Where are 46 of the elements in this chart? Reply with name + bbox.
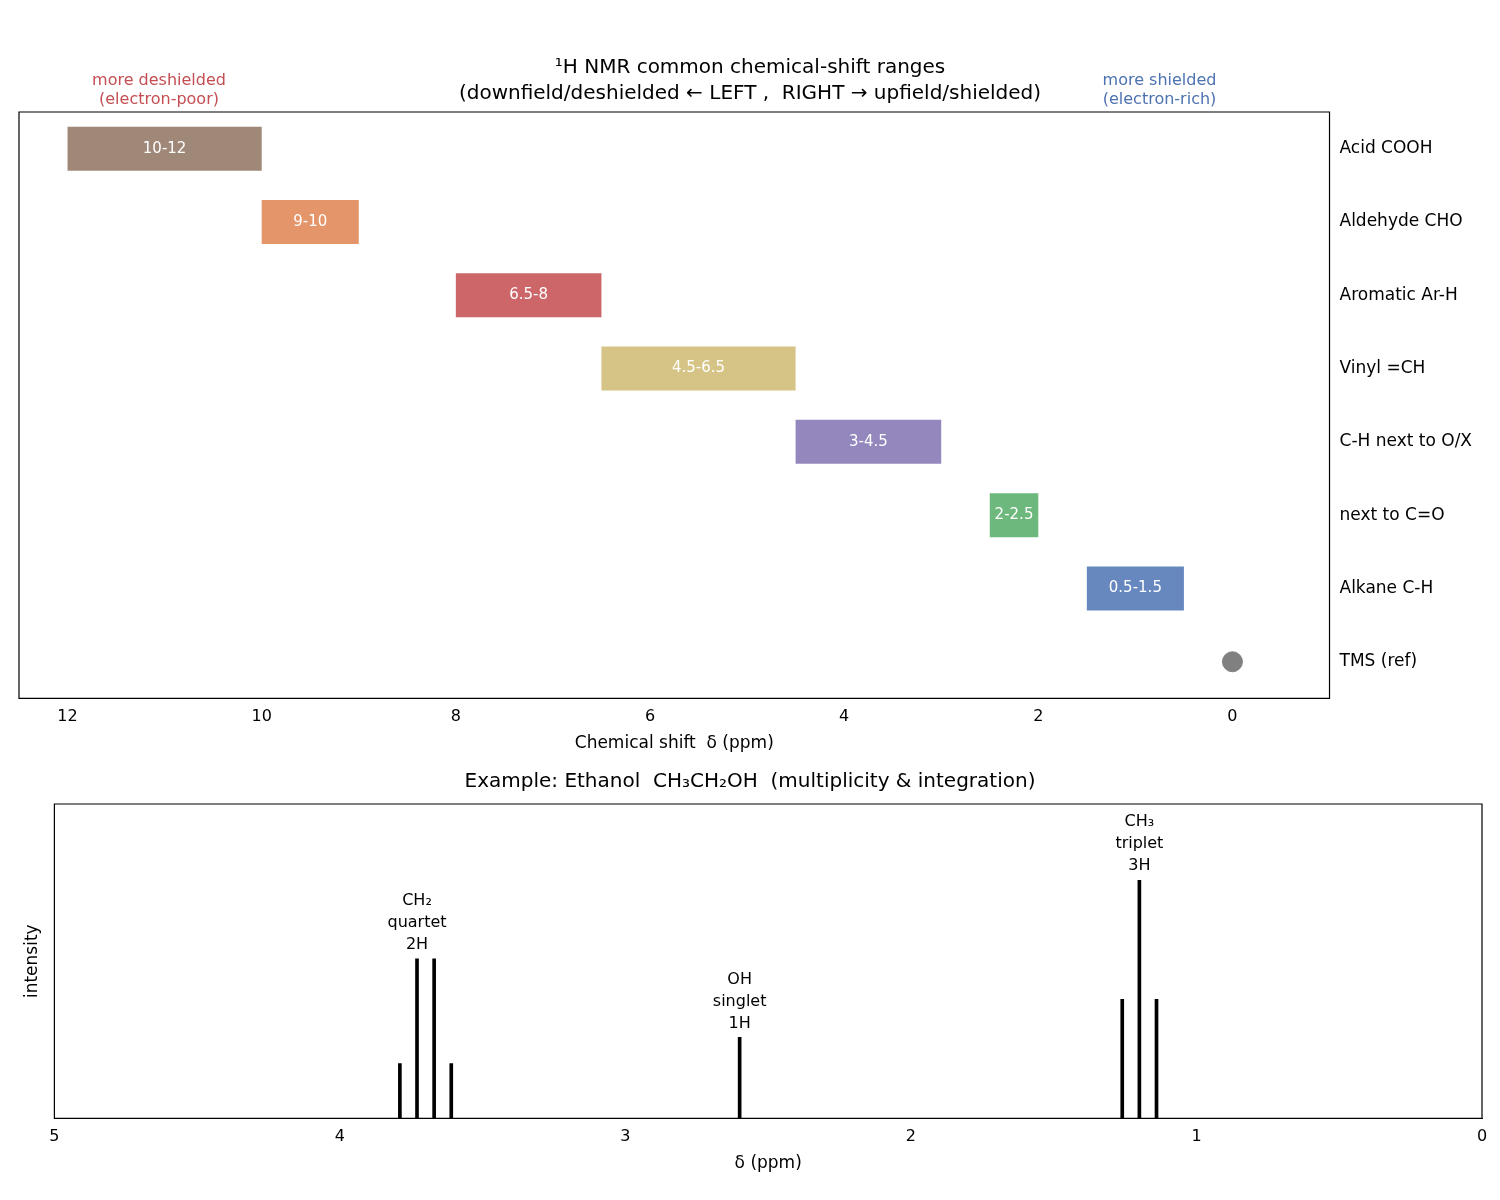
x-tick-label: 4 xyxy=(839,706,850,726)
x-tick-label: 3 xyxy=(620,1126,631,1146)
annotation: CH₂ quartet 2H xyxy=(387,889,447,953)
text: more deshielded (electron-poor) xyxy=(92,70,226,109)
x-tick-label: 10 xyxy=(251,706,272,726)
y-axis-title: intensity xyxy=(20,924,41,999)
x-tick-label: 4 xyxy=(334,1126,346,1146)
data-label: 0.5-1.5 xyxy=(1108,578,1162,597)
y-tick-label: Vinyl =CH xyxy=(1339,356,1426,377)
chart-title: ¹H NMR common chemical-shift ranges xyxy=(554,54,946,79)
data-label: 9-10 xyxy=(293,211,328,230)
data-label: 2-2.5 xyxy=(994,505,1034,524)
x-tick-label: 0 xyxy=(1476,1126,1488,1146)
annotation: OH singlet 1H xyxy=(712,968,767,1032)
x-tick-label: 1 xyxy=(1191,1126,1202,1146)
y-tick-label: Acid COOH xyxy=(1339,137,1433,158)
x-tick-label: 2 xyxy=(1033,706,1044,726)
bar xyxy=(989,493,1039,538)
y-tick-label: Alkane C-H xyxy=(1339,576,1434,597)
bar xyxy=(455,273,602,318)
x-tick-label: 6 xyxy=(644,706,656,726)
bar xyxy=(1086,566,1184,611)
y-tick-label: C-H next to O/X xyxy=(1339,430,1473,451)
x-tick-label: 0 xyxy=(1227,706,1238,726)
data-label: 4.5-6.5 xyxy=(671,358,726,377)
y-tick-label: Aldehyde CHO xyxy=(1339,210,1463,231)
bar xyxy=(261,199,359,244)
annotation: CH₃ triplet 3H xyxy=(1115,811,1164,875)
data-label: 6.5-8 xyxy=(509,285,549,304)
x-axis-title: δ (ppm) xyxy=(734,1152,802,1173)
y-tick-label: Aromatic Ar-H xyxy=(1339,283,1458,304)
bar xyxy=(795,419,942,464)
bar xyxy=(601,346,796,391)
chart-subtitle: (downfield/deshielded ← LEFT , RIGHT → upfield/shielded) xyxy=(458,80,1042,105)
chart-title: Example: Ethanol CH₃CH₂OH (multiplicity & integration) xyxy=(464,768,1036,793)
y-tick-label: TMS (ref) xyxy=(1338,650,1418,671)
x-tick-label: 5 xyxy=(49,1126,60,1146)
x-axis-title: Chemical shift δ (ppm) xyxy=(574,732,774,753)
data-label: 3-4.5 xyxy=(849,431,888,450)
data-label: 10-12 xyxy=(142,138,187,157)
x-tick-label: 8 xyxy=(450,706,461,726)
bar xyxy=(67,126,262,171)
x-tick-label: 12 xyxy=(57,706,78,726)
x-tick-label: 2 xyxy=(905,1126,917,1146)
y-tick-label: next to C=O xyxy=(1339,503,1445,524)
text: more shielded (electron-rich) xyxy=(1102,70,1217,109)
